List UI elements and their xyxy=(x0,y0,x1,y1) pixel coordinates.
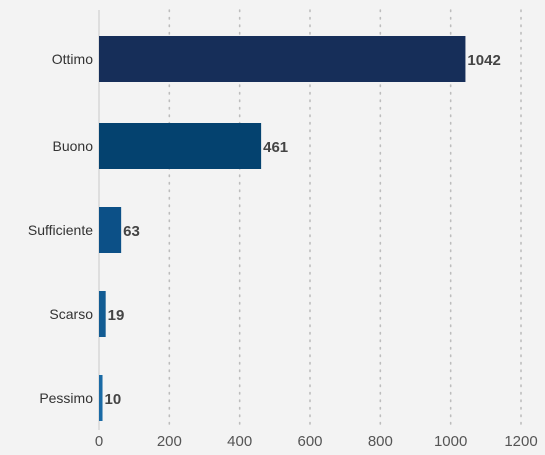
x-tick-label: 800 xyxy=(368,433,393,450)
x-tick-label: 0 xyxy=(95,433,103,450)
data-label: 10 xyxy=(105,391,122,408)
data-label: 63 xyxy=(123,223,140,240)
labels: 0 200 400 600 800 1000 1200 Ottimo 1042 Buono 461 S… xyxy=(28,51,538,450)
x-tick-label: 1200 xyxy=(504,433,537,450)
bars xyxy=(99,36,466,421)
x-tick-label: 600 xyxy=(297,433,322,450)
bar-pessimo xyxy=(99,375,103,421)
x-tick-label: 200 xyxy=(157,433,182,450)
bar-ottimo xyxy=(99,36,466,82)
bar-sufficiente xyxy=(99,207,122,253)
x-tick-label: 400 xyxy=(227,433,252,450)
category-label: Ottimo xyxy=(52,51,93,67)
data-label: 19 xyxy=(108,307,125,324)
data-label: 1042 xyxy=(467,52,500,69)
category-label: Buono xyxy=(53,138,94,154)
data-label: 461 xyxy=(263,139,288,156)
bar-scarso xyxy=(99,291,106,337)
category-label: Pessimo xyxy=(39,390,93,406)
x-tick-label: 1000 xyxy=(434,433,467,450)
bar-buono xyxy=(99,123,262,169)
category-label: Scarso xyxy=(49,306,93,322)
category-label: Sufficiente xyxy=(28,222,93,238)
